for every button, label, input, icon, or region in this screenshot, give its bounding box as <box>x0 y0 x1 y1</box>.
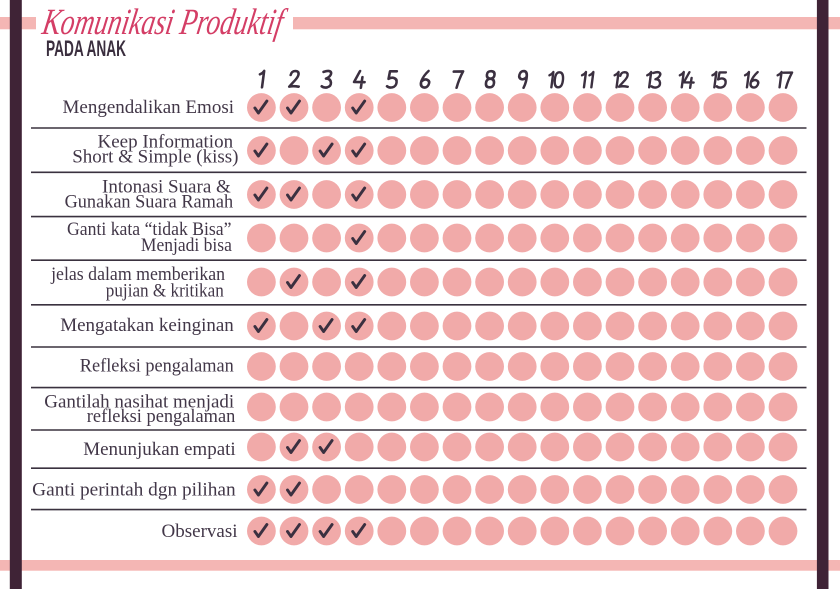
svg-text:Mengendalikan Emosi: Mengendalikan Emosi <box>63 97 235 118</box>
svg-text:Mengatakan keinginan: Mengatakan keinginan <box>60 315 234 336</box>
svg-text:Intonasi Suara &: Intonasi Suara & <box>102 177 231 198</box>
svg-text:Refleksi pengalaman: Refleksi pengalaman <box>80 355 234 376</box>
svg-text:Keep Information: Keep Information <box>98 131 234 152</box>
svg-text:Menunjukan empati: Menunjukan empati <box>83 439 236 460</box>
svg-text:Gantilah nasihat menjadi: Gantilah nasihat menjadi <box>44 392 234 413</box>
svg-text:pujian & kritikan: pujian & kritikan <box>106 281 224 302</box>
svg-text:Short & Simple (kiss): Short & Simple (kiss) <box>72 147 238 168</box>
svg-text:Ganti kata “tidak Bisa”: Ganti kata “tidak Bisa” <box>67 219 232 240</box>
svg-text:jelas dalam memberikan: jelas dalam memberikan <box>50 264 225 285</box>
svg-text:Menjadi bisa: Menjadi bisa <box>141 235 233 256</box>
svg-text:Ganti perintah dgn pilihan: Ganti perintah dgn pilihan <box>32 479 236 500</box>
svg-text:Gunakan Suara Ramah: Gunakan Suara Ramah <box>65 191 234 212</box>
svg-text:Komunikasi Produktif: Komunikasi Produktif <box>39 2 290 43</box>
svg-text:Observasi: Observasi <box>162 521 238 542</box>
svg-text:refleksi pengalaman: refleksi pengalaman <box>87 406 236 427</box>
svg-text:PADA ANAK: PADA ANAK <box>46 36 126 61</box>
